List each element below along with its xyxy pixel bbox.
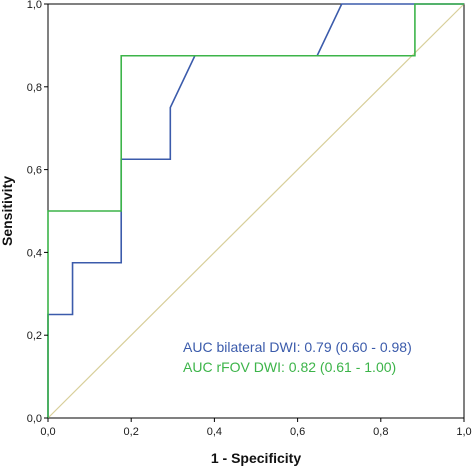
x-axis-title: 1 - Specificity <box>211 450 301 466</box>
y-tick-label: 0,2 <box>27 330 42 342</box>
y-axis-title: Sensitivity <box>0 176 15 246</box>
y-tick-label: 0,8 <box>27 82 42 94</box>
x-tick-label: 0,4 <box>207 426 222 438</box>
y-tick-label: 1,0 <box>27 0 42 11</box>
x-tick-label: 0,6 <box>290 426 305 438</box>
y-tick-label: 0,0 <box>27 413 42 425</box>
roc-series-1-line <box>47 3 464 418</box>
reference-diagonal-line <box>47 3 465 419</box>
x-tick-label: 0,8 <box>373 426 388 438</box>
y-tick-label: 0,6 <box>27 165 42 177</box>
x-tick-label: 0,2 <box>124 426 139 438</box>
auc-annotation-2: AUC rFOV DWI: 0.82 (0.61 - 1.00) <box>183 359 396 375</box>
roc-series-2-line <box>47 3 464 418</box>
auc-annotation-1: AUC bilateral DWI: 0.79 (0.60 - 0.98) <box>183 339 412 355</box>
x-tick-label: 1,0 <box>456 426 471 438</box>
x-tick-label: 0,0 <box>40 426 55 438</box>
y-tick-label: 0,4 <box>27 247 42 259</box>
